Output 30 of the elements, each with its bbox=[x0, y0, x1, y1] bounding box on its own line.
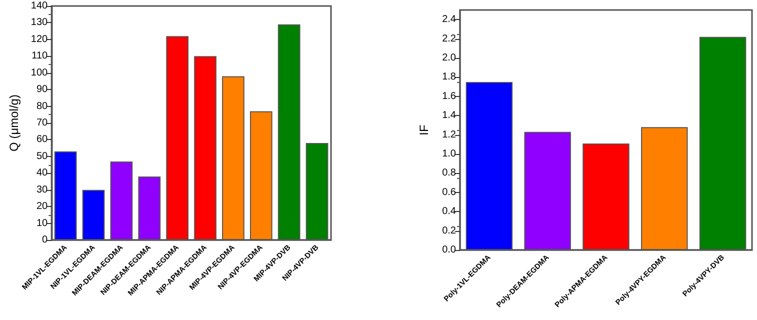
y-tick-label: 0.2 bbox=[442, 225, 456, 236]
y-tick-label: 1.2 bbox=[442, 129, 456, 140]
y-tick-label: 120 bbox=[30, 34, 48, 45]
y-tick-label: 0 bbox=[42, 234, 48, 246]
y-tick-label: 80 bbox=[36, 100, 48, 112]
y-tick-label: 2.2 bbox=[442, 33, 456, 44]
y-tick-label: 110 bbox=[32, 50, 48, 62]
y-axis-title: IF bbox=[417, 124, 431, 136]
y-tick-label: 40 bbox=[36, 168, 48, 179]
y-tick-label: 2.4 bbox=[442, 14, 456, 26]
y-tick-label: 1.0 bbox=[442, 148, 456, 160]
y-tick-label: 2.0 bbox=[442, 52, 456, 64]
y-tick-label: 0.4 bbox=[442, 206, 456, 218]
y-tick-label: 100 bbox=[30, 67, 48, 78]
y-tick-label: 0.8 bbox=[442, 168, 456, 179]
y-tick-label: 50 bbox=[36, 150, 48, 162]
y-tick-label: 10 bbox=[36, 218, 48, 229]
y-axis-title: Q (μmol/g) bbox=[7, 94, 21, 152]
y-tick-label: 0.0 bbox=[442, 244, 456, 256]
y-tick-label: 1.8 bbox=[442, 72, 456, 83]
y-tick-label: 130 bbox=[30, 17, 48, 28]
y-tick-label: 1.4 bbox=[442, 110, 456, 122]
y-tick-label: 20 bbox=[36, 201, 48, 212]
y-tick-label: 140 bbox=[30, 0, 48, 12]
y-tick-label: 30 bbox=[36, 184, 48, 196]
y-tick-label: 1.6 bbox=[442, 90, 456, 102]
y-tick-label: 70 bbox=[36, 118, 48, 128]
y-tick-label: 0.6 bbox=[442, 186, 456, 198]
y-tick-label: 60 bbox=[36, 134, 48, 146]
y-tick-label: 90 bbox=[36, 84, 48, 96]
